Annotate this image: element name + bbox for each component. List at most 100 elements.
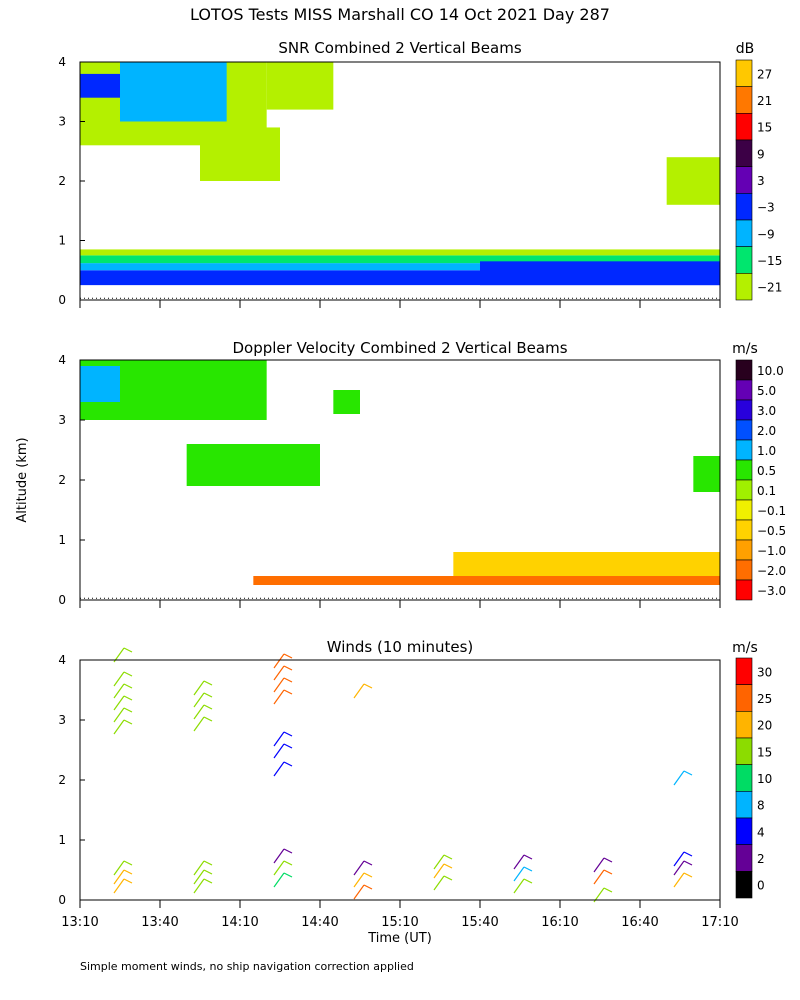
doppler-colorbar-label: 1.0	[757, 444, 776, 458]
winds-y-tick-label: 0	[58, 893, 66, 907]
x-tick-label: 16:10	[541, 915, 578, 930]
wind-barb-shaft	[113, 671, 125, 687]
wind-barb-flag	[523, 878, 533, 884]
doppler-colorbar-swatch	[735, 539, 753, 561]
wind-barb-flag	[523, 866, 533, 872]
doppler-axes: 0 1 2 3 4	[58, 353, 721, 608]
wind-barb-shaft	[593, 869, 605, 885]
winds-panel-title: Winds (10 minutes)	[327, 638, 474, 656]
wind-barb-shaft	[273, 743, 285, 759]
snr-plot-area	[80, 62, 720, 299]
snr-colorbar-swatch	[735, 166, 753, 194]
doppler-colorbar-swatch	[735, 559, 753, 581]
wind-profile-3	[193, 860, 213, 894]
winds-colorbar-swatch	[735, 711, 753, 739]
snr-colorbar-label: 3	[757, 174, 765, 188]
wind-barb-flag	[283, 860, 293, 866]
wind-barb-flag	[123, 878, 133, 884]
wind-barb-flag	[363, 872, 373, 878]
doppler-colorbar-label: 0.5	[757, 464, 776, 478]
wind-profile-1	[113, 860, 133, 894]
x-tick-label: 15:40	[461, 915, 498, 930]
snr-colorbar-swatch	[735, 59, 753, 87]
wind-barb-shaft	[273, 677, 285, 693]
wind-barb-flag	[283, 761, 293, 767]
x-tick-label: 17:10	[701, 915, 738, 930]
snr-colorbar-swatch	[735, 273, 753, 301]
wind-barb-flag	[363, 683, 373, 689]
doppler-colorbar-swatch	[735, 459, 753, 481]
winds-colorbar-label: 8	[757, 799, 765, 813]
doppler-colorbar-swatch	[735, 419, 753, 441]
winds-colorbar-swatch	[735, 791, 753, 819]
wind-barb-shaft	[273, 653, 285, 669]
snr-region-8	[200, 127, 280, 181]
page-title: LOTOS Tests MISS Marshall CO 14 Oct 2021…	[190, 5, 610, 24]
wind-barb-flag	[123, 683, 133, 689]
footnote: Simple moment winds, no ship navigation …	[80, 960, 414, 973]
snr-units: dB	[736, 41, 755, 57]
wind-barb-shaft	[273, 761, 285, 777]
wind-barb-flag	[203, 869, 213, 875]
snr-colorbar-label: 27	[757, 67, 772, 81]
wind-barb-shaft	[513, 866, 525, 882]
wind-barb-flag	[123, 719, 133, 725]
doppler-region-5	[453, 552, 720, 576]
winds-colorbar-label: 15	[757, 745, 772, 759]
x-axis-label: Time (UT)	[367, 931, 432, 946]
wind-barb-shaft	[273, 860, 285, 876]
wind-profile-0	[113, 647, 133, 735]
wind-barb-shaft	[593, 857, 605, 873]
wind-barb-flag	[283, 731, 293, 737]
wind-barb-flag	[203, 692, 213, 698]
wind-barb-shaft	[673, 851, 685, 867]
doppler-y-tick-label: 3	[58, 413, 66, 427]
wind-barb-flag	[283, 689, 293, 695]
wind-barb-flag	[123, 647, 133, 653]
winds-colorbar-swatch	[735, 737, 753, 765]
winds-units: m/s	[732, 640, 758, 656]
doppler-colorbar-label: 0.1	[757, 484, 776, 498]
wind-barb-flag	[443, 854, 453, 860]
wind-barb-flag	[523, 854, 533, 860]
x-tick-label: 13:40	[141, 915, 178, 930]
wind-profile-6	[273, 848, 293, 888]
doppler-colorbar-swatch	[735, 359, 753, 381]
snr-colorbar-label: 21	[757, 94, 772, 108]
doppler-colorbar-label: −0.5	[757, 524, 786, 538]
snr-region-4	[480, 261, 720, 286]
wind-barb-flag	[283, 677, 293, 683]
doppler-y-tick-label: 4	[58, 353, 66, 367]
snr-region-7	[120, 62, 227, 122]
wind-profile-9	[433, 854, 453, 891]
doppler-colorbar-swatch	[735, 399, 753, 421]
snr-axes: 0 1 2 3 4	[58, 55, 721, 308]
wind-barb-flag	[363, 860, 373, 866]
doppler-colorbar-swatch	[735, 479, 753, 501]
doppler-colorbar-label: −3.0	[757, 584, 786, 598]
snr-region-10	[666, 157, 720, 205]
wind-profile-10	[513, 854, 533, 894]
doppler-colorbar-swatch	[735, 439, 753, 461]
wind-barb-flag	[443, 875, 453, 881]
snr-y-tick-label: 1	[58, 234, 66, 248]
wind-barb-flag	[283, 743, 293, 749]
doppler-colorbar-label: 5.0	[757, 384, 776, 398]
wind-profile-12	[673, 851, 693, 888]
doppler-colorbar-label: −0.1	[757, 504, 786, 518]
doppler-region-6	[693, 456, 720, 492]
winds-colorbar-label: 0	[757, 879, 765, 893]
wind-barb-flag	[203, 704, 213, 710]
doppler-colorbar-swatch	[735, 379, 753, 401]
winds-axes: 0 1 2 3 4 13:10 13:40 14:10 14:40 15:10 15:40 16:10…	[58, 653, 738, 930]
wind-barb-flag	[123, 671, 133, 677]
snr-colorbar-label: −15	[757, 254, 782, 268]
x-tick-label: 13:10	[61, 915, 98, 930]
wind-barb-shaft	[113, 719, 125, 735]
snr-colorbar-label: −3	[757, 201, 775, 215]
winds-colorbar-swatch	[735, 684, 753, 712]
snr-colorbar-swatch	[735, 219, 753, 247]
snr-region-3	[80, 249, 720, 256]
wind-barb-flag	[203, 716, 213, 722]
wind-barb-flag	[123, 707, 133, 713]
